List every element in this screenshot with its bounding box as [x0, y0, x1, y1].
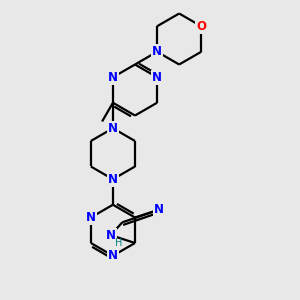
Text: N: N [108, 122, 118, 135]
Text: N: N [154, 203, 164, 216]
Text: N: N [108, 249, 118, 262]
Text: O: O [196, 20, 206, 33]
Text: N: N [108, 173, 118, 186]
Text: N: N [152, 45, 162, 58]
Text: N: N [86, 211, 96, 224]
Text: N: N [152, 71, 162, 84]
Text: N: N [106, 229, 116, 242]
Text: N: N [108, 71, 118, 84]
Text: H: H [115, 238, 122, 248]
